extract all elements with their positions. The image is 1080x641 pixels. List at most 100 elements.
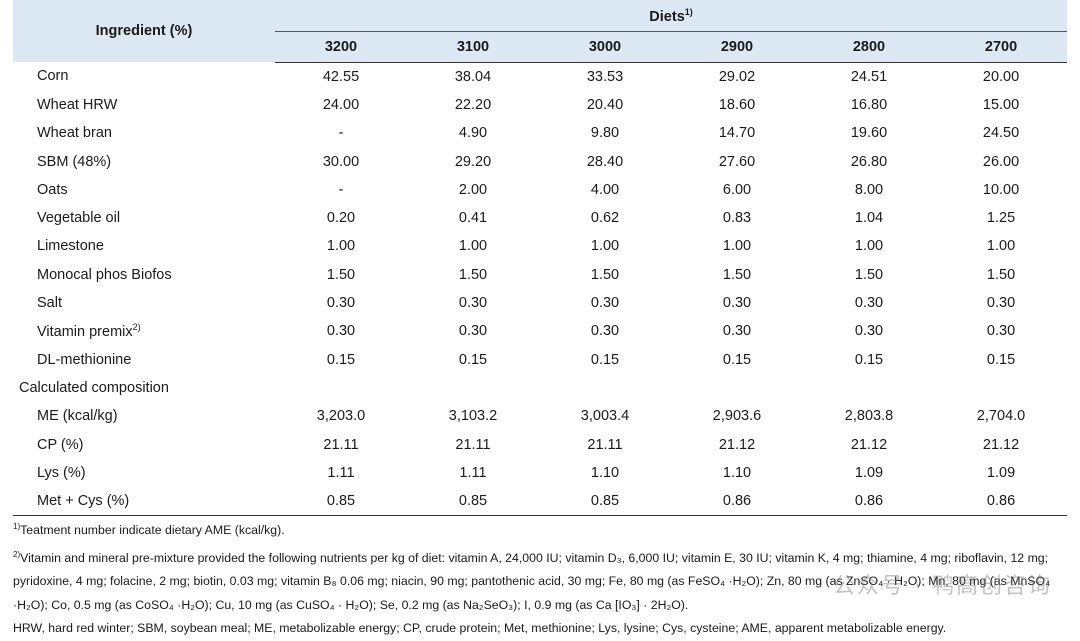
value-cell: 9.80 (590, 125, 620, 142)
row-label-text: DL-methionine (37, 351, 132, 368)
value-cell: 0.30 (590, 323, 620, 340)
table-header: Ingredient (%) Diets1) 3200 3100 3000 2900 2… (13, 0, 1068, 63)
value-cell: 0.30 (326, 323, 356, 340)
value-cell: 1.25 (986, 210, 1016, 227)
row-label-text: Limestone (37, 238, 104, 255)
value-cell: 1.00 (590, 238, 620, 255)
value-cell: 1.50 (590, 266, 620, 283)
value-cell: 3,103.2 (448, 408, 498, 425)
table-row: ME (kcal/kg) 3,203.0 3,103.2 3,003.4 2,903.6… (13, 402, 1067, 430)
row-label: Met + Cys (%) (13, 486, 275, 517)
value-cell: 21.11 (455, 436, 491, 453)
value-cell: 1.00 (326, 238, 356, 255)
value-cell: 21.11 (587, 436, 623, 453)
value-cell: 20.00 (982, 68, 1020, 85)
footnote-1: 1)Teatment number indicate dietary AME (… (13, 515, 1071, 543)
value-cell: 2,903.6 (712, 408, 762, 425)
value-cell: 0.85 (275, 486, 407, 517)
value-cell: 0.15 (854, 351, 884, 368)
value-cell: 21.12 (850, 436, 888, 453)
value-cell: 20.40 (586, 96, 624, 113)
table-body: Corn 42.55 38.04 33.53 29.02 24.51 20.00 Wheat … (13, 62, 1068, 517)
diet-composition-table: Ingredient (%) Diets1) 3200 3100 3000 2900 2… (13, 0, 1068, 517)
footnote-1-mark: 1) (13, 522, 21, 531)
value-cell: 1.50 (326, 266, 356, 283)
value-cell: 0.30 (458, 295, 488, 312)
value-cell: 28.40 (586, 153, 624, 170)
row-label: DL-methionine (13, 345, 275, 373)
row-label-text: Monocal phos Biofos (37, 266, 172, 283)
table-row: CP (%) 21.11 21.11 21.11 21.12 21.12 21.12 (13, 430, 1067, 458)
value-cell: 0.30 (458, 323, 488, 340)
value-cell: 1.04 (854, 210, 884, 227)
value-cell: 21.12 (982, 436, 1020, 453)
value-cell: 0.30 (722, 295, 752, 312)
diets-label: Diets (649, 8, 685, 25)
value-cell: 2.00 (458, 181, 488, 198)
value-cell: 0.62 (590, 210, 620, 227)
value-cell: 1.09 (854, 464, 884, 481)
value-cell: 18.60 (718, 96, 756, 113)
row-label-text: Met + Cys (%) (37, 493, 130, 510)
diet-column-header: 3000 (539, 31, 671, 63)
value-cell: 0.30 (722, 323, 752, 340)
value-cell: 0.85 (539, 486, 671, 517)
value-cell: 6.00 (722, 181, 752, 198)
value-cell: 1.50 (986, 266, 1016, 283)
value-cell: 3,003.4 (580, 408, 630, 425)
value-cell: 0.30 (854, 323, 884, 340)
table-row: Limestone 1.00 1.00 1.00 1.00 1.00 1.00 (13, 232, 1067, 260)
value-cell: 0.83 (722, 210, 752, 227)
diet-composition-table-wrapper: Ingredient (%) Diets1) 3200 3100 3000 2900 2… (13, 0, 1068, 517)
diet-column-header: 2700 (935, 31, 1068, 63)
row-label-text: Wheat bran (37, 125, 112, 142)
value-cell: 0.30 (326, 295, 356, 312)
header-row-diet-columns: 3200 3100 3000 2900 2800 2700 (13, 31, 1068, 63)
row-label-text: Salt (37, 295, 62, 312)
row-label: Salt (13, 289, 275, 317)
row-label-text: ME (kcal/kg) (37, 408, 118, 425)
row-label: Limestone (13, 232, 275, 260)
table-row: SBM (48%) 30.00 29.20 28.40 27.60 26.80 26.00 (13, 147, 1067, 175)
value-cell: - (338, 181, 344, 198)
row-label-text: CP (%) (37, 436, 84, 453)
value-cell: 24.51 (850, 68, 888, 85)
row-label-text: SBM (48%) (37, 153, 112, 170)
table-row: Monocal phos Biofos 1.50 1.50 1.50 1.50 1.50 1… (13, 261, 1067, 289)
value-cell: 1.11 (327, 464, 355, 481)
value-cell: 1.11 (459, 464, 487, 481)
abbreviations-note: HRW, hard red winter; SBM, soybean meal;… (13, 621, 947, 636)
row-label: SBM (48%) (13, 147, 275, 175)
value-cell: 1.10 (722, 464, 752, 481)
value-cell: 1.09 (986, 464, 1016, 481)
value-cell: 0.85 (407, 486, 539, 517)
value-cell: 14.70 (718, 125, 756, 142)
table-row: Vegetable oil 0.20 0.41 0.62 0.83 1.04 1.25 (13, 204, 1067, 232)
footnote-2-mark: 2) (13, 549, 21, 559)
value-cell: 1.00 (722, 238, 752, 255)
section-row: Calculated composition (13, 374, 1067, 402)
ingredient-header: Ingredient (%) (13, 0, 275, 62)
row-label: CP (%) (13, 430, 275, 458)
value-cell: 1.50 (722, 266, 752, 283)
value-cell: 4.90 (458, 125, 488, 142)
value-cell: 0.15 (458, 351, 488, 368)
row-label-text: Lys (%) (37, 464, 86, 481)
table-row: Oats - 2.00 4.00 6.00 8.00 10.00 (13, 176, 1067, 204)
value-cell: 10.00 (982, 181, 1020, 198)
row-label: ME (kcal/kg) (13, 402, 275, 430)
row-label: Wheat HRW (13, 91, 275, 119)
footnote-1-text: Teatment number indicate dietary AME (kc… (20, 523, 285, 538)
value-cell: 21.12 (718, 436, 756, 453)
value-cell: 42.55 (322, 68, 360, 85)
row-label: Lys (%) (13, 459, 275, 487)
value-cell: 24.50 (982, 125, 1020, 142)
value-cell: 38.04 (454, 68, 492, 85)
footnote-2: 2)Vitamin and mineral pre-mixture provid… (13, 543, 1071, 618)
diets-footnote-mark: 1) (684, 6, 693, 17)
row-label-text: Corn (37, 68, 69, 85)
value-cell: 0.15 (986, 351, 1016, 368)
diet-column-header: 3200 (275, 31, 407, 63)
row-label: Monocal phos Biofos (13, 261, 275, 289)
value-cell: 2,704.0 (976, 408, 1026, 425)
